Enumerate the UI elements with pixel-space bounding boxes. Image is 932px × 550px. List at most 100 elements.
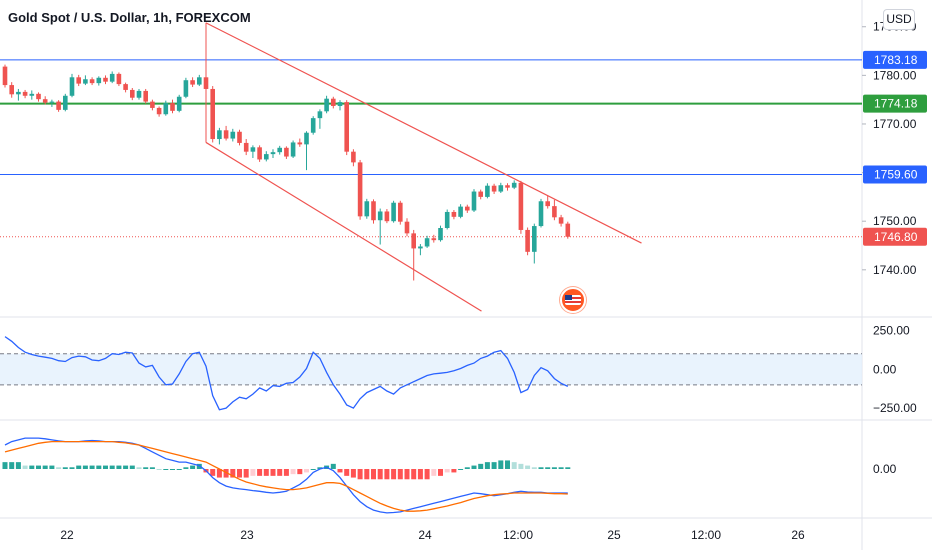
price-tag-box <box>863 94 927 113</box>
candle-body <box>317 111 323 119</box>
price-tag-label: 1746.80 <box>874 230 918 244</box>
candle-body <box>310 118 316 133</box>
candle-body <box>552 206 557 218</box>
price-tag-label: 1783.18 <box>874 53 918 67</box>
cci-tick-label: −250.00 <box>873 401 917 415</box>
macd-histogram-bar <box>69 467 75 469</box>
time-tick-label: 25 <box>607 528 621 542</box>
price-tag-box <box>863 165 927 184</box>
macd-histogram-bar <box>9 462 15 469</box>
candle-body <box>170 103 175 111</box>
candle-body <box>63 95 68 110</box>
candle-body <box>56 101 61 110</box>
candle-body <box>431 238 437 241</box>
macd-histogram-bar <box>89 465 95 469</box>
candle-body <box>565 223 571 237</box>
candle-body <box>49 101 55 103</box>
candle-body <box>143 90 148 102</box>
macd-histogram-bar <box>163 469 169 470</box>
candle-body <box>109 73 115 82</box>
macd-histogram-bar <box>310 469 316 470</box>
candle-body <box>398 202 403 222</box>
macd-histogram-bar <box>2 462 8 469</box>
candle-body <box>391 202 396 222</box>
cci-tick-label: 0.00 <box>873 362 897 376</box>
candle-body <box>485 185 490 197</box>
candle-body <box>237 131 242 143</box>
candle-body <box>250 147 256 152</box>
macd-histogram-bar <box>190 465 196 469</box>
price-tick-label: 1740.00 <box>873 263 917 277</box>
signal-line <box>4 440 568 512</box>
candle-body <box>277 147 282 153</box>
macd-histogram-bar <box>103 465 108 469</box>
candle-body <box>471 191 477 211</box>
macd-histogram-bar <box>391 469 397 480</box>
macd-histogram-bar <box>304 469 309 473</box>
price-tick-label: 1780.00 <box>873 68 917 82</box>
macd-histogram-bar <box>424 469 430 480</box>
candle-body <box>297 142 303 145</box>
candle-body <box>424 238 430 247</box>
candle-body <box>264 154 269 160</box>
candle-body <box>451 211 457 217</box>
us-flag-icon[interactable] <box>560 287 586 313</box>
macd-histogram-bar <box>156 469 162 470</box>
candle-body <box>130 89 135 98</box>
descending-channel[interactable] <box>205 22 642 312</box>
macd-histogram-bar <box>149 467 155 469</box>
macd-histogram-bar <box>243 469 249 478</box>
candle-body <box>478 191 483 197</box>
candle-body <box>438 228 443 241</box>
candle-body <box>344 102 349 152</box>
candle-body <box>364 201 370 217</box>
candle-body <box>22 91 28 96</box>
macd-histogram-bar <box>15 462 21 469</box>
cci-oscillator <box>4 336 569 411</box>
macd-histogram-bar <box>22 465 28 469</box>
macd-histogram-bar <box>431 469 437 476</box>
currency-button[interactable]: USD <box>883 9 915 30</box>
macd-histogram-bar <box>116 465 122 469</box>
macd-histogram-bar <box>438 469 443 476</box>
macd-histogram-bar <box>109 465 115 469</box>
time-tick-label: 12:00 <box>503 528 533 542</box>
candle-body <box>2 66 8 86</box>
macd-histogram-bar <box>491 462 497 469</box>
price-tag-box <box>863 50 927 69</box>
candle-body <box>103 77 108 82</box>
candle-body <box>156 107 162 115</box>
macd-histogram-bar <box>364 469 370 480</box>
candle-body <box>545 201 550 207</box>
channel-upper-line <box>205 22 642 244</box>
price-tag-label: 1759.60 <box>874 168 918 182</box>
macd-histogram-bar <box>498 460 504 469</box>
macd-histogram-bar <box>505 460 510 469</box>
candlestick-series <box>2 22 571 281</box>
horizontal-levels <box>0 59 862 238</box>
channel-lower-line <box>205 141 482 312</box>
candle-body <box>491 185 497 192</box>
candle-body <box>210 88 215 140</box>
price-tags: 1783.18 1774.18 1759.60 1746.80 <box>863 50 927 246</box>
macd-histogram-bar <box>230 469 236 478</box>
candle-body <box>69 77 75 96</box>
candle-body <box>511 182 517 188</box>
candle-body <box>377 211 383 221</box>
candle-body <box>465 206 470 211</box>
candle-body <box>197 77 202 85</box>
macd-histogram-bar <box>76 465 82 469</box>
macd-histogram-bar <box>216 469 222 478</box>
candle-body <box>89 79 95 84</box>
candle-body <box>203 77 209 89</box>
macd-indicator <box>2 437 571 514</box>
candle-body <box>284 147 289 157</box>
macd-histogram-bar <box>444 469 450 473</box>
candle-body <box>518 182 524 230</box>
candle-body <box>411 233 416 249</box>
candle-body <box>532 226 537 252</box>
candle-body <box>538 201 544 227</box>
time-tick-label: 23 <box>240 528 254 542</box>
